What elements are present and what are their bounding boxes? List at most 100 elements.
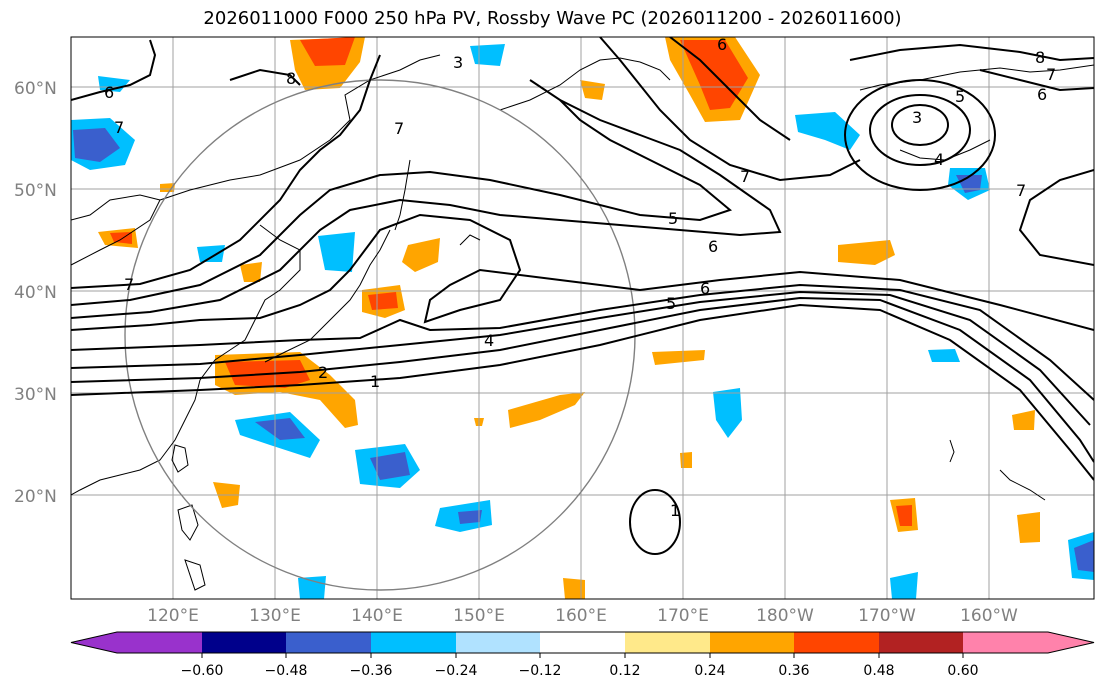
colorbar-tick-label: 0.12 [609,663,640,679]
colorbar-segment [371,632,456,653]
contour-label: 7 [124,275,134,294]
contour-label: 6 [104,83,114,102]
positive-anomaly [402,238,440,272]
contour-label: 5 [955,87,965,106]
lat-label: 30°N [14,385,57,405]
contour-label: 6 [717,35,727,54]
colorbar-segment [456,632,540,653]
contour-label: 1 [370,372,380,391]
lon-label: 170°W [858,606,916,626]
negative-anomaly [197,245,225,262]
longitude-labels: 120°E 130°E 140°E 150°E 160°E 170°E 180°… [147,606,1018,626]
lon-label: 180°W [756,606,814,626]
negative-anomaly [890,572,918,599]
negative-anomaly [255,418,305,440]
lat-label: 40°N [14,283,57,303]
contour-label: 5 [668,209,678,228]
positive-anomaly [896,505,912,526]
map-panel: 1 2 4 5 6 7 5 6 7 3 4 5 6 7 8 7 6 7 8 3 [70,35,1095,600]
contour-label: 2 [318,363,328,382]
colorbar-tick-label: −0.12 [519,663,562,679]
contour-label-group: 1 2 4 5 6 7 5 6 7 3 4 5 6 7 8 7 6 7 8 3 [104,35,1056,520]
colorbar-tick-label: 0.60 [947,663,978,679]
contour-label: 5 [666,294,676,313]
colorbar-segment [625,632,710,653]
colorbar-left-arrow [71,632,117,653]
colorbar-tick-label: −0.36 [350,663,393,679]
negative-anomaly [928,349,960,362]
lat-label: 60°N [14,79,57,99]
lat-label: 50°N [14,181,57,201]
map-frame [70,36,1095,600]
lon-label: 140°E [351,606,403,626]
colorbar: −0.60 −0.48 −0.36 −0.24 −0.12 0.12 0.24 … [70,631,1095,679]
colorbar-segment [286,632,371,653]
colorbar-segment [963,632,1048,653]
colorbar-segment [879,632,963,653]
contour-label: 4 [934,150,944,169]
contour-label: 6 [1037,85,1047,104]
positive-anomaly [368,292,398,310]
colorbar-tick-label: −0.60 [181,663,224,679]
lon-label: 170°E [657,606,709,626]
lon-label: 160°E [555,606,607,626]
colorbar-outline [70,631,1095,654]
negative-anomaly [458,510,482,524]
positive-anomaly [838,240,895,265]
positive-anomaly [1012,410,1035,430]
lat-label: 20°N [14,487,57,507]
negative-anomaly [318,232,355,272]
lon-label: 130°E [249,606,301,626]
colorbar-segment [117,632,202,653]
colorbar-tick-label: 0.24 [694,663,725,679]
latitude-labels: 20°N 30°N 40°N 50°N 60°N [14,79,57,507]
contour-label: 1 [670,501,680,520]
negative-anomaly [98,76,130,92]
contour-label: 7 [1016,181,1026,200]
colorbar-tick-label: 0.36 [778,663,809,679]
negative-anomaly [298,576,326,599]
contour-label: 6 [708,237,718,256]
colorbar-segment [710,632,794,653]
anomaly-shading [71,37,1094,599]
negative-anomaly [795,112,860,150]
contour-label: 6 [700,279,710,298]
negative-anomaly [73,128,120,162]
positive-anomaly [508,392,585,428]
colorbar-tick-label: −0.48 [265,663,308,679]
negative-anomaly [470,44,505,66]
colorbar-right-arrow [1048,632,1094,653]
positive-anomaly [160,183,175,192]
positive-anomaly [580,80,605,100]
negative-anomaly [370,452,410,480]
colorbar-segment [202,632,286,653]
positive-anomaly [300,37,355,66]
positive-anomaly [110,232,132,244]
colorbar-segment [794,632,879,653]
contour-label: 3 [453,53,463,72]
region-circle [124,79,636,591]
contour-label: 7 [114,118,124,137]
negative-anomaly [713,388,742,438]
contour-label: 8 [1035,48,1045,67]
positive-anomaly [1017,512,1040,543]
colorbar-segment [540,632,625,653]
contour-label: 3 [912,108,922,127]
positive-anomaly [563,578,585,599]
colorbar-tick-label: 0.48 [863,663,894,679]
positive-anomaly [680,452,692,468]
contour-label: 7 [740,167,750,186]
lon-label: 150°E [453,606,505,626]
colorbar-tick-label: −0.24 [435,663,478,679]
colorbar-ticks [201,653,964,658]
pv-contours [71,37,1094,555]
positive-anomaly [652,350,705,365]
contour-label: 4 [484,331,494,350]
positive-anomaly [240,262,262,282]
contour-label: 8 [286,69,296,88]
contour-label: 7 [394,119,404,138]
contour-label: 7 [1046,65,1056,84]
gridlines [71,37,1094,599]
negative-anomaly [1074,540,1094,572]
